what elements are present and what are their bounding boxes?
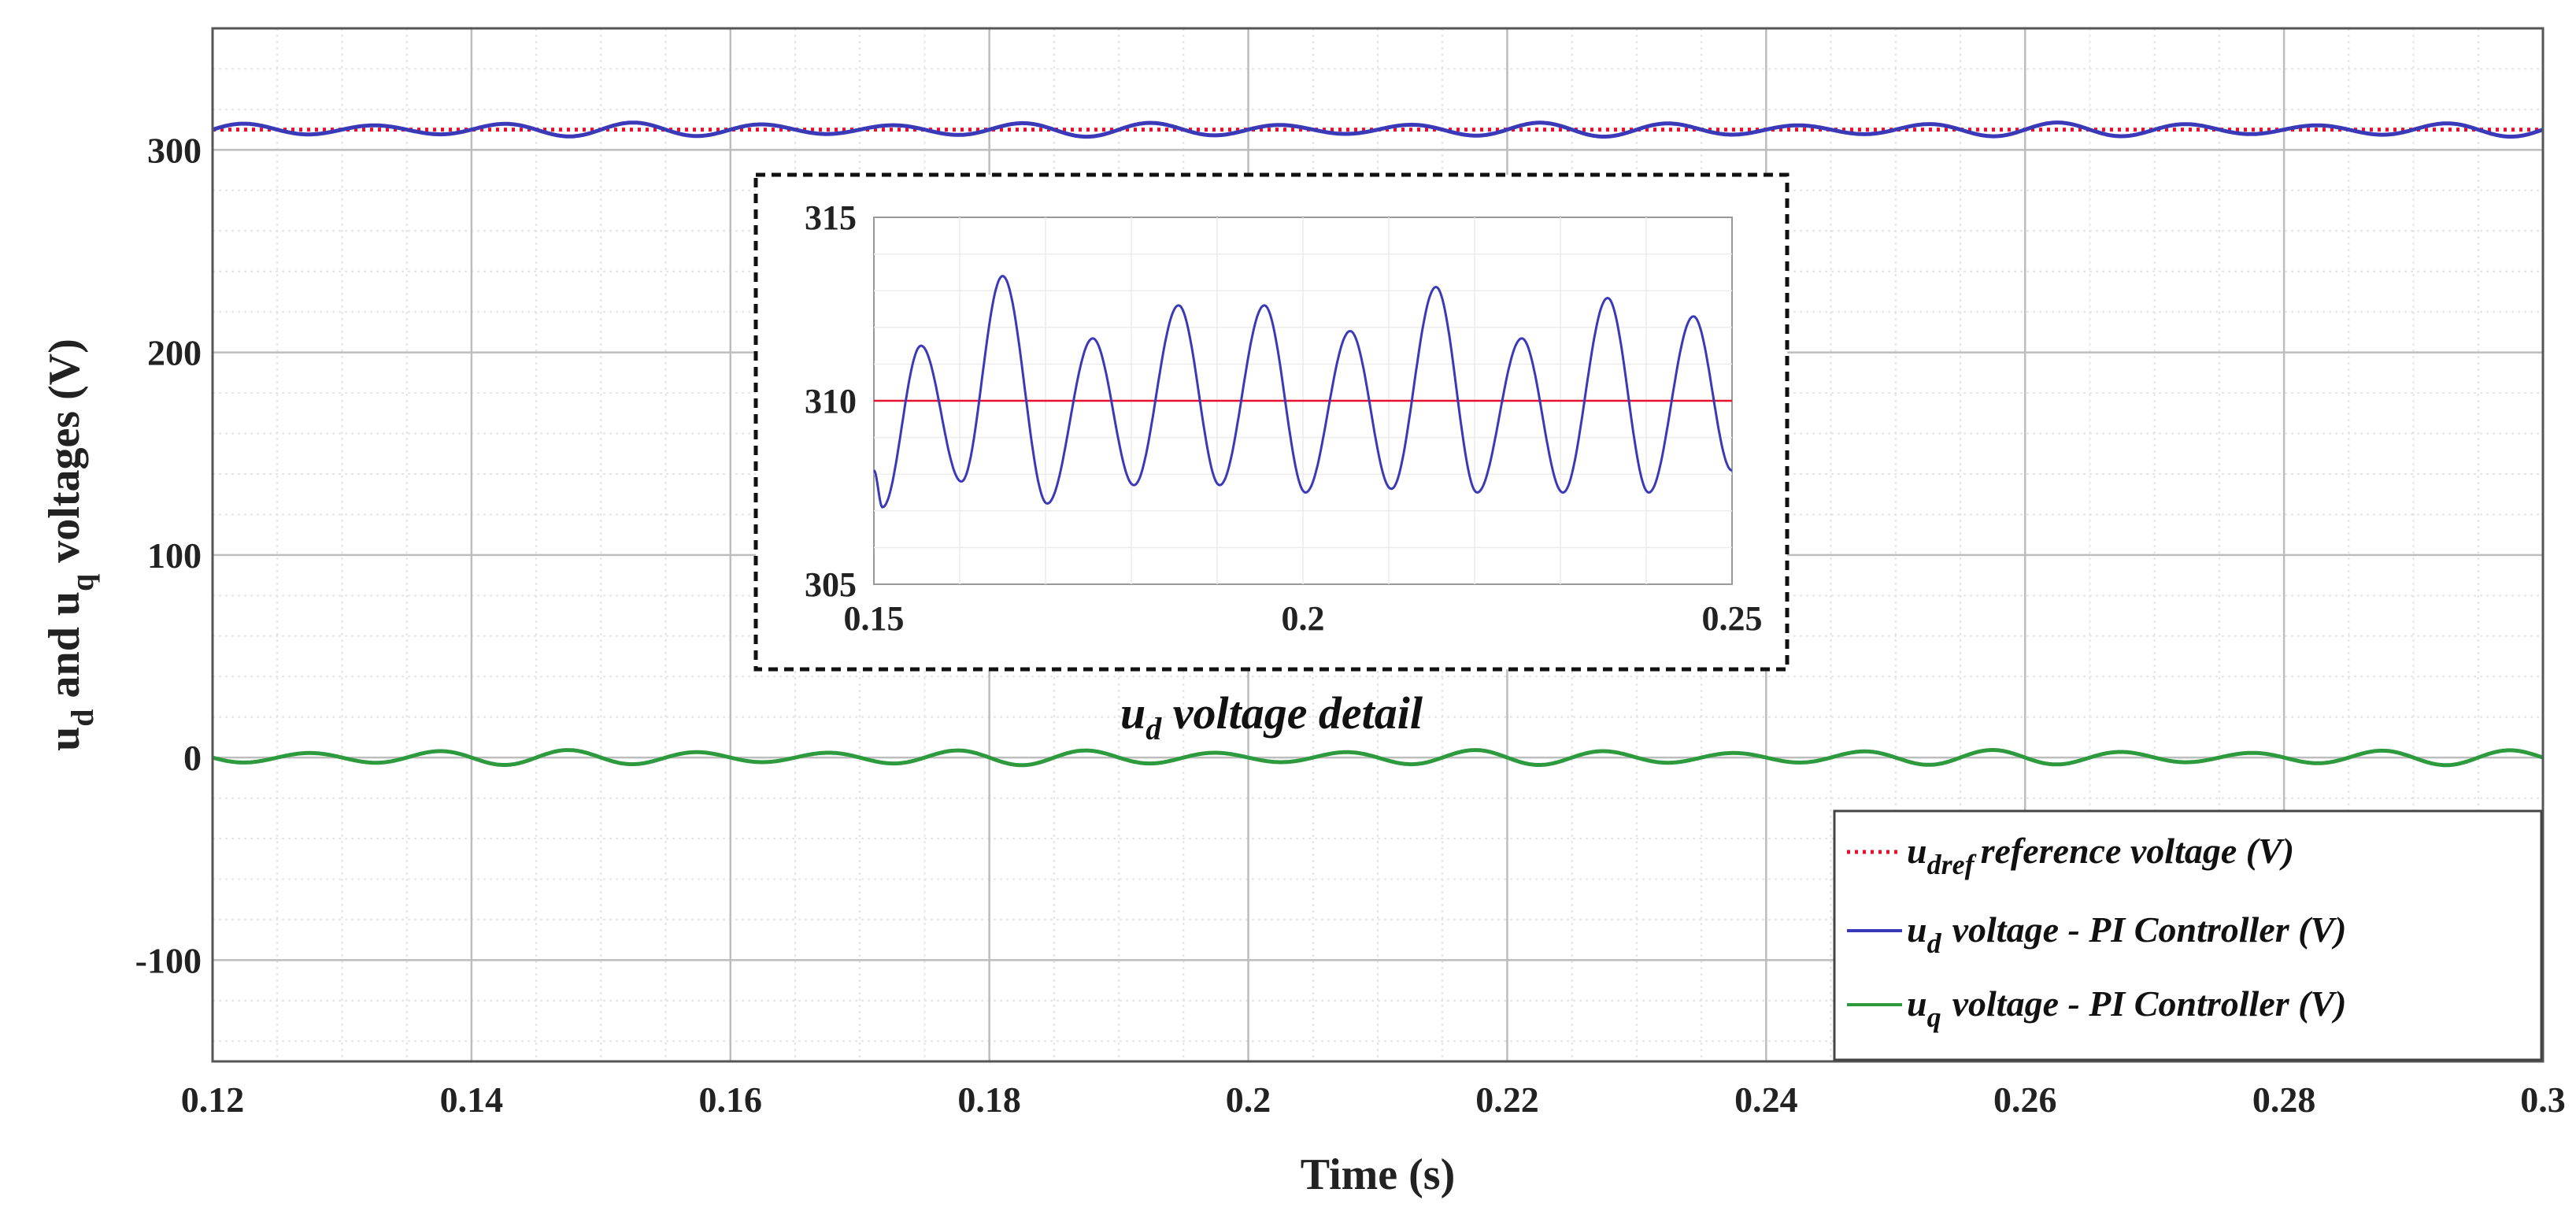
inset-x-tick-label: 0.25 [1702, 599, 1763, 638]
x-tick-label: 0.14 [440, 1080, 504, 1120]
plot-frame [211, 27, 2545, 1063]
y-tick-label: 100 [147, 535, 202, 576]
y-tick-label: 0 [183, 738, 202, 778]
legend-item-ud: ud voltage - PI Controller (V) [1847, 909, 2346, 959]
y-tick-label: 200 [147, 333, 202, 373]
x-tick-label: 0.22 [1475, 1080, 1539, 1120]
inset: 0.15 0.2 0.25 305 310 315 ud voltage detail [753, 172, 1790, 746]
x-tick-label: 0.16 [699, 1080, 763, 1120]
legend-label-ud: ud voltage - PI Controller (V) [1907, 909, 2346, 959]
inset-ud-line [873, 275, 1733, 509]
legend-item-udref: udref reference voltage (V) [1847, 831, 2294, 880]
x-tick-label: 0.26 [1993, 1080, 2057, 1120]
x-tick-label: 0.28 [2252, 1080, 2316, 1120]
y-tick-labels: -100 0 100 200 300 [135, 130, 202, 980]
y-tick-label: 300 [147, 130, 202, 170]
legend-label-udref: udref reference voltage (V) [1907, 831, 2294, 880]
inset-y-tick-label: 315 [805, 198, 857, 237]
x-tick-label: 0.12 [181, 1080, 245, 1120]
y-axis-label: ud and uq voltages (V) [40, 339, 100, 751]
x-axis-label: Time (s) [1301, 1150, 1456, 1199]
legend: udref reference voltage (V) ud voltage - P… [1833, 809, 2543, 1061]
legend-label-uq: uq voltage - PI Controller (V) [1907, 983, 2346, 1033]
x-tick-label: 0.18 [957, 1080, 1021, 1120]
series-ud-line [212, 120, 2544, 139]
x-tick-label: 0.2 [1226, 1080, 1271, 1120]
inset-x-tick-label: 0.15 [844, 599, 905, 638]
x-tick-label: 0.24 [1734, 1080, 1798, 1120]
inset-x-tick-label: 0.2 [1282, 599, 1325, 638]
inset-caption: ud voltage detail [1120, 687, 1423, 746]
inset-series-group [873, 275, 1733, 509]
series-uq-line [212, 748, 2544, 768]
main-series-group [212, 120, 2544, 768]
x-tick-label: 0.3 [2520, 1080, 2566, 1120]
y-tick-label: -100 [135, 940, 202, 980]
inset-y-tick-label: 305 [805, 565, 857, 604]
inset-y-tick-labels: 305 310 315 [805, 198, 857, 604]
legend-box [1833, 809, 2543, 1061]
inset-y-tick-label: 310 [805, 382, 857, 420]
x-tick-labels: 0.12 0.14 0.16 0.18 0.2 0.22 0.24 0.26 0.28 0.3 [181, 1080, 2566, 1120]
legend-item-uq: uq voltage - PI Controller (V) [1847, 983, 2346, 1033]
inset-x-tick-labels: 0.15 0.2 0.25 [844, 599, 1763, 638]
